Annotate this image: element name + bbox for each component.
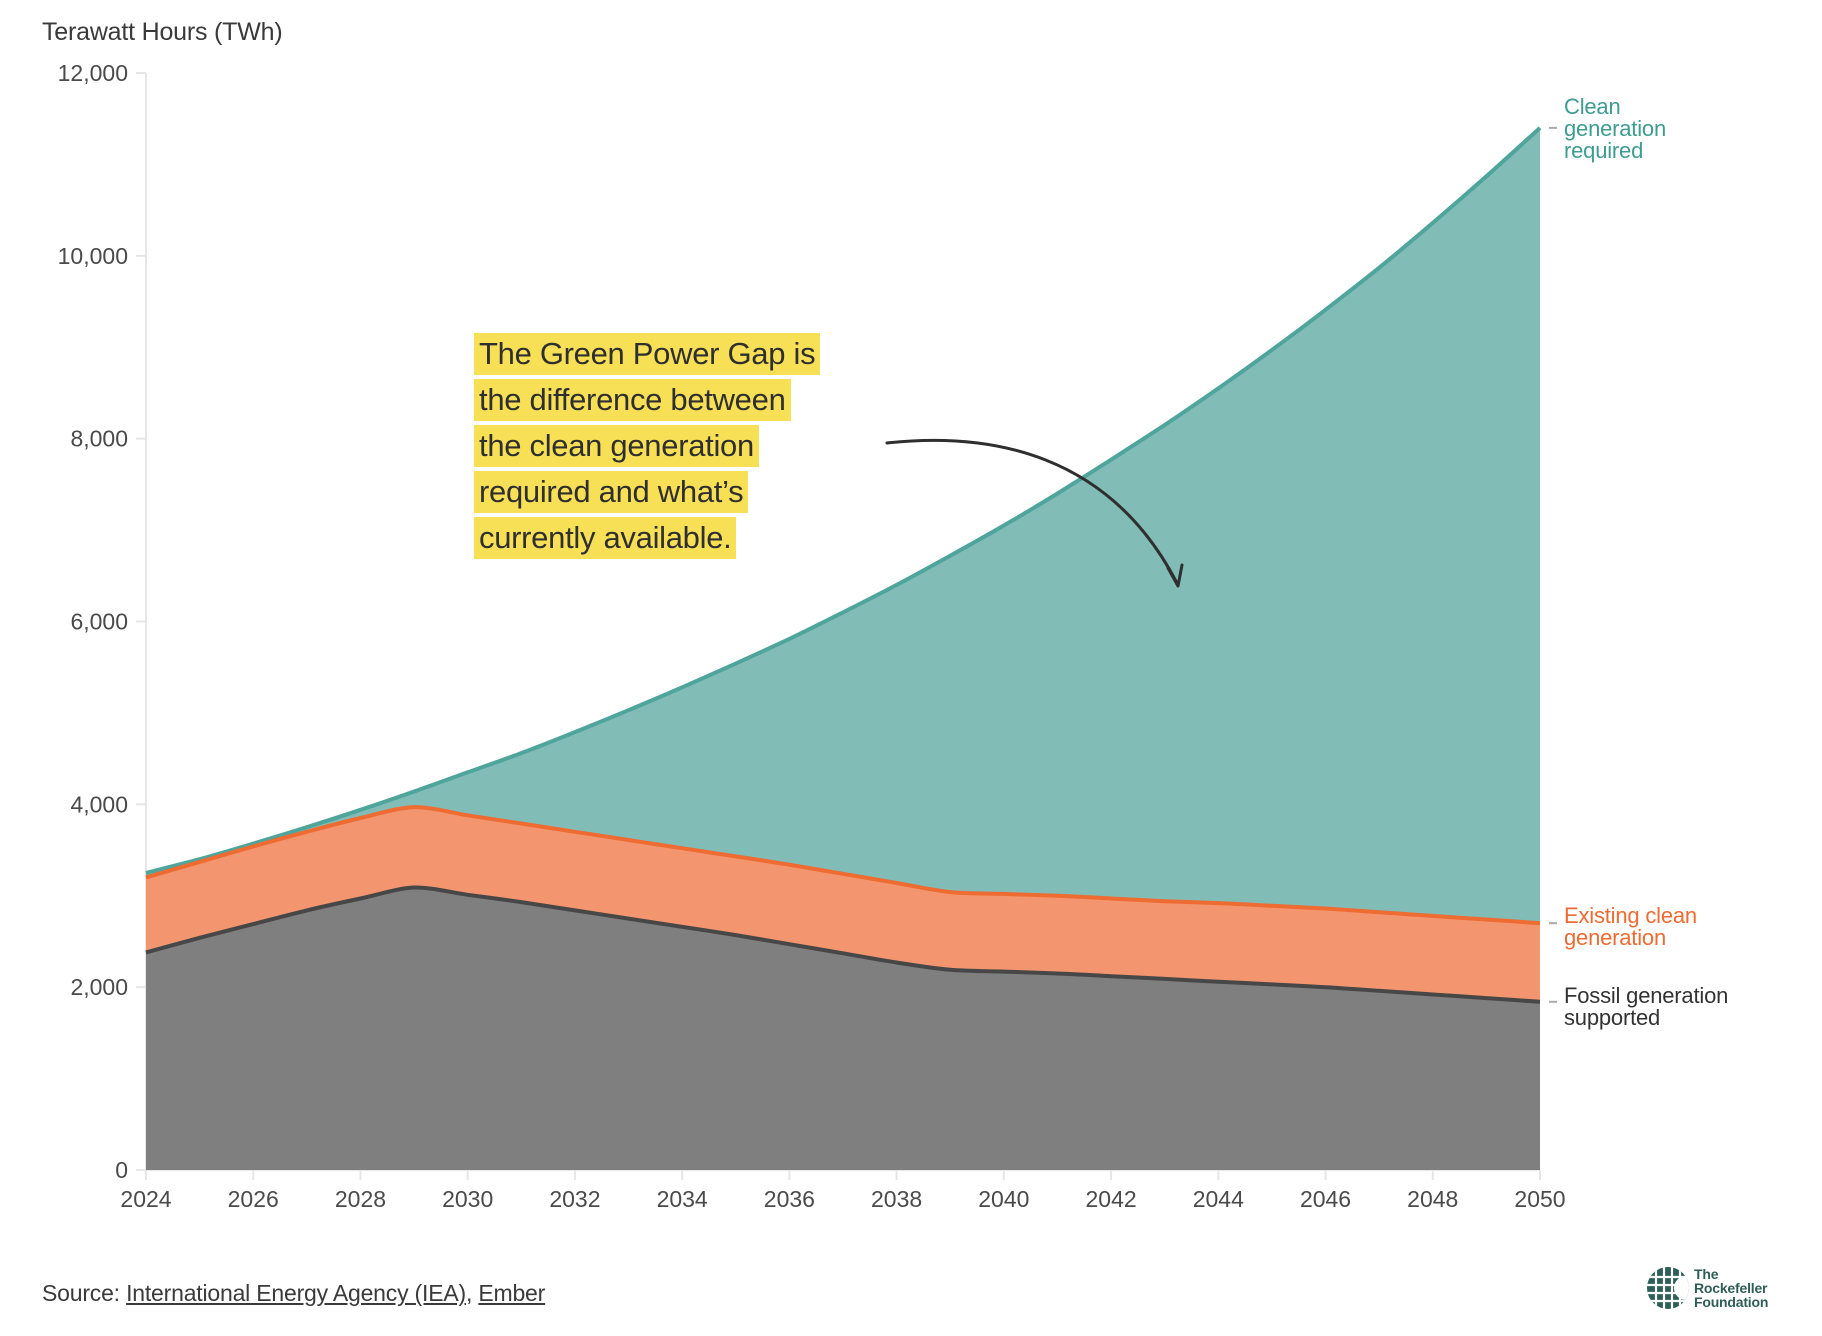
tick-labels: 0 2,000 4,000 6,000 8,000 10,000 12,000 2024 202… — [58, 60, 1566, 1212]
y-tick-label: 8,000 — [70, 426, 128, 452]
y-tick-label: 6,000 — [70, 609, 128, 635]
y-tick-label: 10,000 — [58, 243, 128, 269]
annotation-arrow — [885, 438, 1180, 587]
x-tick-label: 2024 — [120, 1186, 171, 1212]
line-existing-clean — [145, 805, 1541, 926]
annotation-line: required and what’s — [474, 471, 820, 517]
x-tick-label: 2046 — [1300, 1186, 1351, 1212]
y-tick-label: 12,000 — [58, 60, 128, 86]
globe-icon — [1647, 1267, 1689, 1309]
source-link-ember[interactable]: Ember — [478, 1280, 546, 1306]
x-tick-label: 2036 — [764, 1186, 815, 1212]
series-lines — [145, 126, 1542, 1004]
x-tick-label: 2040 — [978, 1186, 1029, 1212]
rockefeller-foundation-logo: The Rockefeller Foundation — [1646, 1266, 1768, 1310]
y-axis-title: Terawatt Hours (TWh) — [42, 18, 283, 46]
x-tick-label: 2038 — [871, 1186, 922, 1212]
annotation-line: the difference between — [474, 379, 820, 425]
area-fossil — [146, 887, 1540, 1170]
x-tick-label: 2028 — [335, 1186, 386, 1212]
source-prefix: Source: — [42, 1280, 120, 1306]
x-tick-label: 2042 — [1085, 1186, 1136, 1212]
x-tick-label: 2032 — [549, 1186, 600, 1212]
x-tick-label: 2044 — [1193, 1186, 1244, 1212]
x-tick-label: 2030 — [442, 1186, 493, 1212]
source-link-iea[interactable]: International Energy Agency (IEA) — [126, 1280, 466, 1306]
y-tick-label: 2,000 — [70, 974, 128, 1000]
x-tick-label: 2048 — [1407, 1186, 1458, 1212]
source-note: Source: International Energy Agency (IEA… — [42, 1280, 545, 1307]
annotation-line: The Green Power Gap is — [474, 333, 821, 379]
logo-text: The Rockefeller Foundation — [1694, 1266, 1769, 1310]
y-tick-label: 4,000 — [70, 791, 128, 817]
annotation-arrow-head — [1166, 563, 1184, 588]
line-clean-required — [145, 126, 1542, 875]
annotation-arrow-layer — [885, 438, 1184, 588]
y-tick-label: 0 — [115, 1157, 128, 1183]
annotation-line: currently available. — [474, 517, 820, 563]
legend-label-clean-required: Clean generation required — [1564, 94, 1666, 163]
areas — [146, 127, 1540, 1170]
source-separator: , — [465, 1280, 473, 1306]
x-tick-label: 2050 — [1514, 1186, 1565, 1212]
x-tick-label: 2026 — [228, 1186, 279, 1212]
annotation-line: the clean generation — [474, 425, 820, 471]
legend-label-existing-clean: Existing clean generation — [1564, 903, 1697, 950]
green-power-gap-annotation: The Green Power Gap is the difference be… — [474, 333, 821, 563]
label-dashes — [1549, 126, 1557, 1003]
x-tick-label: 2034 — [657, 1186, 708, 1212]
line-fossil — [145, 885, 1541, 1004]
legend-label-fossil: Fossil generation supported — [1564, 983, 1729, 1030]
